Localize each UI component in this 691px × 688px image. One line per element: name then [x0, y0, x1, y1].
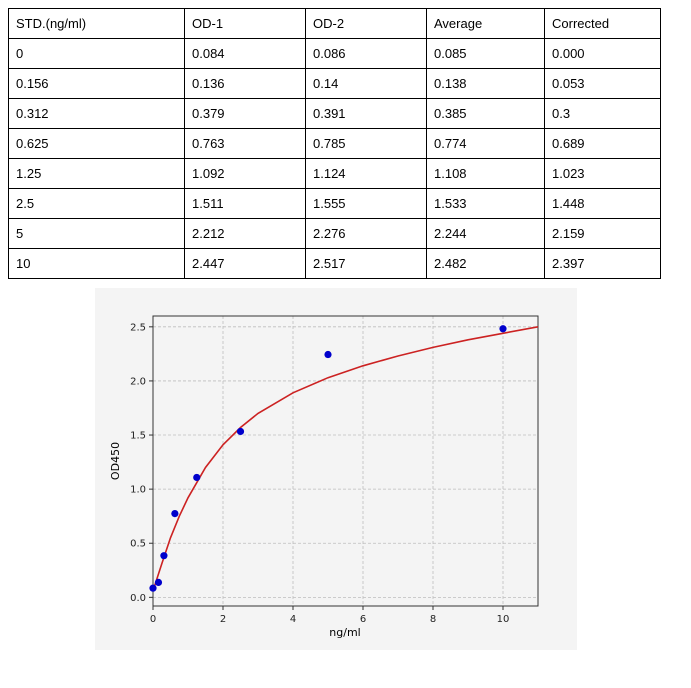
x-tick-label: 10 — [497, 614, 510, 625]
table-cell: 1.092 — [184, 158, 306, 189]
table-cell: 1.124 — [305, 158, 427, 189]
table-row: 2.5 1.511 1.555 1.533 1.448 — [8, 188, 661, 219]
table-cell: 0.085 — [426, 38, 545, 69]
table-cell: 0.379 — [184, 98, 306, 129]
table-row: 0 0.084 0.086 0.085 0.000 — [8, 38, 661, 69]
data-point — [499, 325, 507, 333]
table-cell: 0.14 — [305, 68, 427, 99]
table-cell: 2.159 — [544, 218, 661, 249]
table-header-row: STD.(ng/ml) OD-1 OD-2 Average Corrected — [8, 8, 661, 39]
fitted-curve-layer — [152, 326, 539, 592]
table-cell: 0.3 — [544, 98, 661, 129]
x-axis-label: ng/ml — [329, 626, 360, 639]
data-point — [160, 552, 168, 560]
table-cell: 5 — [8, 218, 185, 249]
standards-table: STD.(ng/ml) OD-1 OD-2 Average Corrected … — [8, 8, 661, 279]
table-row: 5 2.212 2.276 2.244 2.159 — [8, 218, 661, 249]
table-cell: 10 — [8, 248, 185, 279]
y-tick-label: 2.0 — [130, 376, 146, 387]
y-tick-label: 1.5 — [130, 431, 146, 442]
table-cell: 2.244 — [426, 218, 545, 249]
table-row: 1.25 1.092 1.124 1.108 1.023 — [8, 158, 661, 189]
data-point — [154, 578, 163, 587]
table-cell: 1.25 — [8, 158, 185, 189]
header-corrected: Corrected — [544, 8, 661, 39]
table-cell: 0.156 — [8, 68, 185, 99]
table-cell: 0.086 — [305, 38, 427, 69]
table-cell: 0.136 — [184, 68, 306, 99]
plot-frame — [152, 315, 539, 607]
x-tick-label: 6 — [360, 614, 366, 625]
table-cell: 1.108 — [426, 158, 545, 189]
table-cell: 0.785 — [305, 128, 427, 159]
header-std: STD.(ng/ml) — [8, 8, 185, 39]
table-cell: 0 — [8, 38, 185, 69]
table-cell: 0.053 — [544, 68, 661, 99]
table-cell: 0.312 — [8, 98, 185, 129]
fitted-curve — [152, 326, 539, 592]
table-cell: 0.000 — [544, 38, 661, 69]
data-points-layer — [149, 325, 507, 592]
x-tick-label: 4 — [290, 614, 296, 625]
table-cell: 1.023 — [544, 158, 661, 189]
data-point — [171, 509, 179, 518]
table-cell: 1.448 — [544, 188, 661, 219]
table-cell: 1.555 — [305, 188, 427, 219]
y-tick-label: 0.0 — [130, 593, 146, 604]
table-cell: 0.391 — [305, 98, 427, 129]
table-cell: 0.625 — [8, 128, 185, 159]
y-tick-label: 0.5 — [130, 539, 146, 550]
table-cell: 2.447 — [184, 248, 306, 279]
table-cell: 0.763 — [184, 128, 306, 159]
header-od2: OD-2 — [305, 8, 427, 39]
table-cell: 2.482 — [426, 248, 545, 279]
table-cell: 2.5 — [8, 188, 185, 219]
y-tick-label: 1.0 — [130, 485, 146, 496]
header-average: Average — [426, 8, 545, 39]
data-point — [324, 350, 332, 359]
data-point — [236, 427, 245, 436]
table-row: 0.312 0.379 0.391 0.385 0.3 — [8, 98, 661, 129]
y-tick-label: 2.5 — [130, 322, 146, 333]
table-cell: 2.517 — [305, 248, 427, 279]
table-row: 0.156 0.136 0.14 0.138 0.053 — [8, 68, 661, 99]
data-point — [149, 584, 157, 592]
table-row: 0.625 0.763 0.785 0.774 0.689 — [8, 128, 661, 159]
x-tick-label: 0 — [150, 614, 156, 625]
table-cell: 2.212 — [184, 218, 306, 249]
header-od1: OD-1 — [184, 8, 306, 39]
table-cell: 0.689 — [544, 128, 661, 159]
table-row: 10 2.447 2.517 2.482 2.397 — [8, 248, 661, 279]
y-axis-label: OD450 — [109, 442, 122, 480]
data-point — [193, 473, 201, 482]
x-tick-label: 8 — [430, 614, 436, 625]
chart-svg: 0 2 4 6 8 10 0.0 0.5 1.0 1.5 2.0 2.5 ng/ml OD450 — [109, 315, 539, 639]
standard-curve-chart: 0 2 4 6 8 10 0.0 0.5 1.0 1.5 2.0 2.5 ng/ml OD450 — [95, 288, 577, 650]
table-cell: 0.084 — [184, 38, 306, 69]
x-tick-label: 2 — [220, 614, 226, 625]
table-cell: 0.138 — [426, 68, 545, 99]
table-cell: 2.276 — [305, 218, 427, 249]
axis-ticks: 0 2 4 6 8 10 0.0 0.5 1.0 1.5 2.0 2.5 — [130, 322, 509, 625]
grid-lines — [152, 316, 538, 606]
table-cell: 1.533 — [426, 188, 545, 219]
table-cell: 1.511 — [184, 188, 306, 219]
table-cell: 0.385 — [426, 98, 545, 129]
table-cell: 2.397 — [544, 248, 661, 279]
table-cell: 0.774 — [426, 128, 545, 159]
